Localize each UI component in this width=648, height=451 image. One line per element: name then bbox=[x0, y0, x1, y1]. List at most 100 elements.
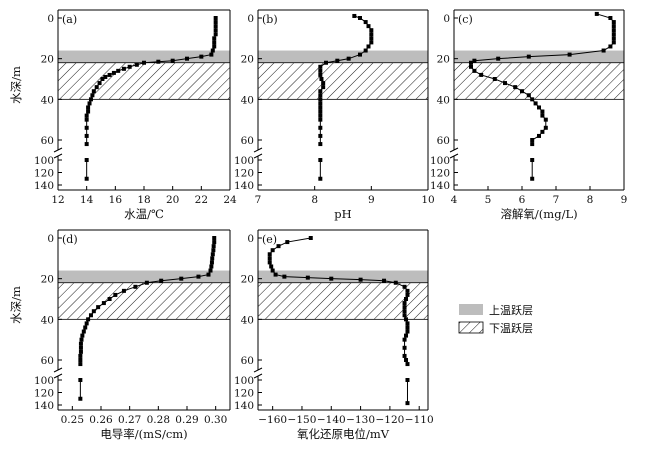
data-point bbox=[318, 101, 323, 106]
data-point bbox=[318, 125, 323, 130]
data-point bbox=[86, 109, 91, 114]
data-point bbox=[78, 362, 83, 367]
data-point bbox=[540, 113, 545, 118]
x-tick-label: 10 bbox=[421, 194, 434, 206]
series-line bbox=[269, 237, 408, 365]
panel-label: (e) bbox=[262, 233, 277, 246]
axis-break-mark bbox=[449, 147, 459, 159]
legend-label-upper: 上温跃层 bbox=[489, 303, 533, 317]
deep-data-point bbox=[78, 378, 83, 382]
y-tick-label: 20 bbox=[41, 54, 54, 66]
y-tick-label: 40 bbox=[241, 94, 254, 106]
y-tick-label: 100 bbox=[234, 155, 254, 167]
data-point bbox=[211, 244, 216, 249]
data-point bbox=[113, 292, 118, 297]
data-point bbox=[86, 105, 91, 110]
data-point bbox=[285, 240, 290, 245]
y-tick-label: 20 bbox=[437, 54, 450, 66]
data-point bbox=[133, 284, 138, 289]
data-point bbox=[213, 28, 218, 33]
y-tick-label: 0 bbox=[443, 13, 450, 25]
deep-data-point bbox=[78, 396, 83, 401]
data-point bbox=[335, 58, 340, 63]
deep-data-point bbox=[405, 378, 410, 382]
data-point bbox=[84, 113, 89, 118]
x-tick-label: −120 bbox=[375, 414, 404, 426]
x-tick-label: 5 bbox=[485, 194, 492, 206]
lower-thermocline-band bbox=[453, 62, 625, 100]
data-point bbox=[363, 20, 368, 25]
data-point bbox=[212, 40, 217, 45]
y-axis-label: 水深/m bbox=[9, 286, 23, 324]
deep-data-point bbox=[84, 176, 89, 181]
axis-break-mark bbox=[253, 367, 263, 379]
data-point bbox=[405, 325, 410, 330]
data-point bbox=[79, 337, 84, 342]
data-point bbox=[88, 97, 93, 102]
data-point bbox=[276, 244, 281, 249]
y-tick-label: 100 bbox=[430, 155, 450, 167]
x-tick-label: 24 bbox=[223, 194, 237, 206]
data-point bbox=[472, 68, 477, 73]
y-tick-label: 60 bbox=[41, 355, 54, 367]
data-point bbox=[402, 353, 407, 358]
data-point bbox=[608, 16, 613, 20]
deep-data-point bbox=[530, 158, 535, 162]
data-point bbox=[369, 40, 374, 45]
data-point bbox=[318, 93, 323, 98]
data-point bbox=[210, 252, 215, 257]
y-tick-label: 120 bbox=[430, 168, 450, 180]
legend-swatch-upper bbox=[459, 304, 483, 315]
data-point bbox=[270, 268, 275, 273]
data-point bbox=[78, 358, 83, 362]
y-tick-label: 40 bbox=[241, 314, 254, 326]
x-tick-label: 14 bbox=[80, 194, 94, 206]
data-point bbox=[78, 341, 83, 346]
y-tick-label: 140 bbox=[234, 400, 254, 412]
data-point bbox=[405, 288, 410, 293]
y-tick-label: 60 bbox=[241, 355, 254, 367]
data-point bbox=[199, 54, 204, 59]
panel-label: (c) bbox=[458, 13, 473, 26]
data-point bbox=[358, 52, 362, 57]
data-point bbox=[543, 125, 548, 130]
data-point bbox=[520, 89, 524, 94]
data-point bbox=[267, 256, 272, 261]
y-tick-label: 60 bbox=[241, 135, 254, 147]
data-point bbox=[472, 58, 477, 63]
data-point bbox=[96, 305, 101, 310]
y-tick-label: 140 bbox=[34, 180, 54, 192]
data-point bbox=[170, 58, 175, 63]
data-point bbox=[530, 97, 535, 102]
data-point bbox=[402, 301, 407, 306]
y-tick-label: 40 bbox=[41, 314, 54, 326]
y-tick-label: 120 bbox=[234, 168, 254, 180]
data-point bbox=[267, 260, 272, 265]
data-point bbox=[97, 81, 102, 86]
panel-label: (b) bbox=[262, 13, 278, 26]
data-point bbox=[366, 24, 371, 29]
data-point bbox=[526, 54, 531, 59]
data-point bbox=[319, 77, 324, 81]
data-point bbox=[318, 89, 323, 94]
data-point bbox=[533, 101, 538, 106]
lower-thermocline-band bbox=[257, 62, 429, 100]
data-point bbox=[405, 321, 410, 326]
legend-label-lower: 下温跃层 bbox=[489, 321, 533, 335]
x-tick-label: 8 bbox=[587, 194, 594, 206]
x-tick-label: −140 bbox=[317, 414, 346, 426]
x-tick-label: 0.27 bbox=[118, 414, 141, 426]
data-point bbox=[608, 44, 613, 49]
data-point bbox=[358, 277, 363, 282]
data-point bbox=[210, 256, 215, 261]
data-point bbox=[513, 85, 518, 90]
data-point bbox=[318, 117, 323, 122]
data-point bbox=[86, 317, 91, 322]
x-axis-label: 水温/℃ bbox=[124, 207, 164, 221]
data-point bbox=[206, 272, 211, 277]
